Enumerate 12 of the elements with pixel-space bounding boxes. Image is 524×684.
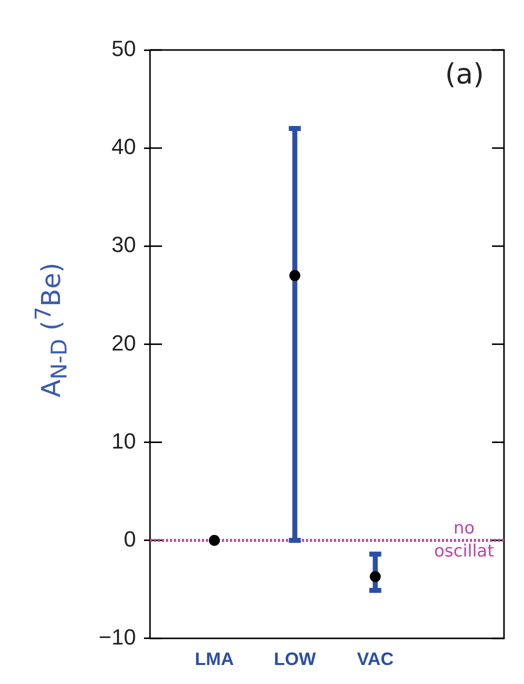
y-tick-label: 50 (112, 36, 136, 62)
x-tick-label: LMA (194, 649, 234, 670)
y-tick-label: 0 (124, 526, 136, 552)
text: (a) (444, 57, 484, 90)
y-tick-label: 30 (112, 232, 136, 258)
y-tick-label: 10 (112, 428, 136, 454)
y-tick-label: 40 (112, 134, 136, 160)
y-tick-label: −10 (98, 624, 136, 650)
x-tick-label: VAC (356, 649, 394, 670)
y-tick-label: 20 (112, 330, 136, 356)
x-tick-label: LOW (274, 649, 316, 670)
ref-line-label: no oscillat (434, 518, 494, 562)
